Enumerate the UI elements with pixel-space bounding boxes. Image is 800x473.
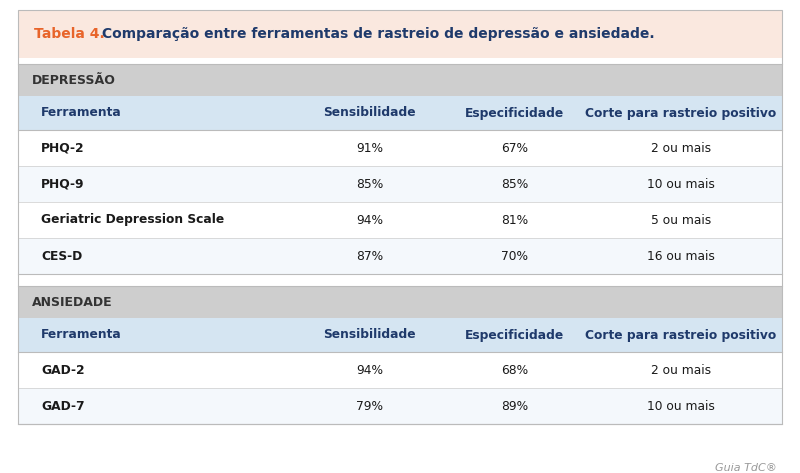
Bar <box>18 352 782 388</box>
Text: 81%: 81% <box>501 213 528 227</box>
Text: Ferramenta: Ferramenta <box>42 106 122 120</box>
Text: 16 ou mais: 16 ou mais <box>647 249 714 263</box>
Text: 89%: 89% <box>501 400 528 412</box>
Bar <box>18 96 782 130</box>
Text: Ferramenta: Ferramenta <box>42 329 122 342</box>
Text: Sensibilidade: Sensibilidade <box>323 106 416 120</box>
Text: 85%: 85% <box>501 177 528 191</box>
Bar <box>18 388 782 424</box>
Text: 68%: 68% <box>501 363 528 377</box>
Text: Corte para rastreio positivo: Corte para rastreio positivo <box>585 106 776 120</box>
Text: 2 ou mais: 2 ou mais <box>650 363 711 377</box>
Text: PHQ-2: PHQ-2 <box>42 141 85 155</box>
Text: Tabela 4.: Tabela 4. <box>34 27 105 41</box>
Text: Especificidade: Especificidade <box>465 329 564 342</box>
Text: DEPRESSÃO: DEPRESSÃO <box>32 73 116 87</box>
Text: 2 ou mais: 2 ou mais <box>650 141 711 155</box>
Bar <box>18 64 782 96</box>
Bar <box>18 166 782 202</box>
Text: 10 ou mais: 10 ou mais <box>647 177 714 191</box>
Text: Sensibilidade: Sensibilidade <box>323 329 416 342</box>
Text: Comparação entre ferramentas de rastreio de depressão e ansiedade.: Comparação entre ferramentas de rastreio… <box>97 27 654 41</box>
Text: 85%: 85% <box>356 177 383 191</box>
Text: GAD-7: GAD-7 <box>42 400 85 412</box>
Text: 70%: 70% <box>501 249 528 263</box>
Bar <box>18 238 782 274</box>
Bar <box>18 10 782 58</box>
Text: 91%: 91% <box>356 141 383 155</box>
Text: GAD-2: GAD-2 <box>42 363 85 377</box>
Text: Especificidade: Especificidade <box>465 106 564 120</box>
Text: 79%: 79% <box>356 400 383 412</box>
Text: Corte para rastreio positivo: Corte para rastreio positivo <box>585 329 776 342</box>
Text: Guia TdC®: Guia TdC® <box>715 463 777 473</box>
Bar <box>18 10 782 424</box>
Text: 67%: 67% <box>501 141 528 155</box>
Text: Geriatric Depression Scale: Geriatric Depression Scale <box>42 213 225 227</box>
Text: 10 ou mais: 10 ou mais <box>647 400 714 412</box>
Text: 87%: 87% <box>356 249 383 263</box>
Text: 5 ou mais: 5 ou mais <box>650 213 711 227</box>
Text: ANSIEDADE: ANSIEDADE <box>32 296 113 308</box>
Text: 94%: 94% <box>356 213 383 227</box>
Text: 94%: 94% <box>356 363 383 377</box>
Bar <box>18 130 782 166</box>
Text: PHQ-9: PHQ-9 <box>42 177 85 191</box>
Bar <box>18 202 782 238</box>
Bar <box>18 286 782 318</box>
Text: CES-D: CES-D <box>42 249 82 263</box>
Bar <box>18 318 782 352</box>
